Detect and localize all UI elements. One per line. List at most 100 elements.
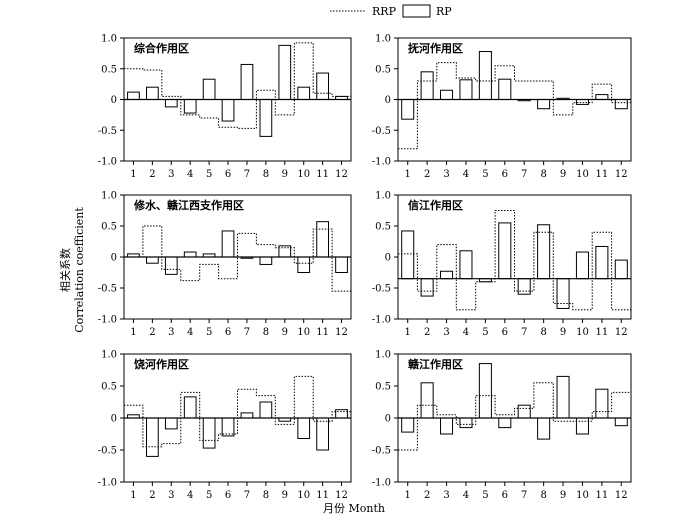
x-tick-label: 8 [263,327,269,338]
x-tick-label: 5 [482,327,488,338]
rp-bar [498,222,512,280]
y-tick-label: -0.5 [372,446,391,457]
x-tick-label: 9 [560,490,566,501]
rp-bar [278,44,292,100]
y-axis-label: 相关系数 Correlation coefficient [58,207,86,333]
panel-title: 信江作用区 [408,198,463,212]
x-tick-label: 5 [482,490,488,501]
rp-bar [420,71,434,100]
x-tick-label: 10 [297,327,310,338]
x-tick-label: 11 [316,490,329,501]
y-tick-label: 1.0 [101,34,117,45]
rrp-step-line [124,375,351,448]
rp-bar [401,99,415,120]
y-tick-label: -0.5 [372,284,391,295]
rp-bar [259,256,273,265]
rp-bar [240,412,254,419]
rp-bar [498,417,512,429]
y-tick-label: -0.5 [372,126,391,137]
x-tick-label: 7 [244,327,250,338]
panel-title: 饶河作用区 [134,357,189,371]
y-tick-label: -1.0 [98,478,117,489]
rp-bar [478,363,492,419]
rp-bar [146,86,159,100]
x-tick-label: 2 [149,490,155,501]
rp-bar [297,86,311,100]
legend-rp-label: RP [436,5,452,18]
x-tick-label: 8 [263,169,269,180]
y-axis-label-en: Correlation coefficient [73,207,86,333]
x-tick-label: 12 [615,169,628,180]
rp-bar [164,256,178,275]
y-tick-label: 0 [111,95,117,106]
rp-bar [146,256,159,264]
rp-bar [595,94,609,101]
x-tick-label: 2 [149,327,155,338]
rp-bar [297,256,311,273]
x-tick-label: 7 [244,169,250,180]
x-tick-label: 7 [521,490,527,501]
rp-bar [146,417,159,457]
rp-bar [537,99,551,110]
x-tick-label: 4 [463,327,469,338]
rp-bar [498,78,512,101]
x-tick-label: 10 [297,169,310,180]
x-tick-label: 1 [405,490,411,501]
y-tick-label: 1.0 [375,350,391,361]
rp-bar [459,79,473,100]
rp-bar [614,99,628,110]
rrp-step-line [398,62,631,150]
x-tick-label: 8 [540,327,546,338]
rp-bar [478,51,492,100]
x-tick-label: 12 [335,169,348,180]
rp-bar [183,99,197,114]
rp-bar [440,89,454,101]
y-tick-label: 0 [111,414,117,425]
x-tick-label: 9 [560,169,566,180]
x-tick-label: 1 [130,169,136,180]
x-tick-label: 6 [502,169,508,180]
rp-bar [183,396,197,419]
x-tick-label: 3 [443,169,449,180]
panel-title: 综合作用区 [134,41,189,55]
x-tick-label: 12 [615,327,628,338]
rp-bar [459,250,473,280]
x-tick-label: 5 [206,490,212,501]
y-tick-label: -1.0 [372,315,391,326]
x-tick-label: 11 [316,327,329,338]
rp-bar [420,278,434,297]
rp-bar [595,388,609,419]
x-tick-label: 12 [335,490,348,501]
y-tick-label: 0 [385,414,391,425]
rp-bar [575,251,589,280]
rp-bar [316,72,329,100]
rp-bar [440,417,454,435]
rp-bar [459,417,473,429]
legend-rp-swatch [402,4,431,18]
rp-bar [183,251,197,258]
x-tick-label: 4 [187,327,193,338]
y-tick-label: 0.5 [375,382,391,393]
x-tick-label: 2 [424,327,430,338]
legend-rrp-label: RRP [372,5,397,18]
x-tick-label: 11 [596,490,609,501]
x-tick-label: 9 [282,490,288,501]
rrp-step-line [124,225,351,292]
rp-bar [335,409,348,419]
x-tick-label: 6 [225,169,231,180]
y-tick-label: -0.5 [98,126,117,137]
rp-bar [221,417,235,437]
panel-title: 抚河作用区 [408,41,463,55]
x-tick-label: 4 [463,490,469,501]
rp-bar [401,417,415,433]
x-tick-label: 4 [463,169,469,180]
rp-bar [164,417,178,430]
y-tick-label: 0 [385,253,391,264]
rp-bar [127,91,140,101]
